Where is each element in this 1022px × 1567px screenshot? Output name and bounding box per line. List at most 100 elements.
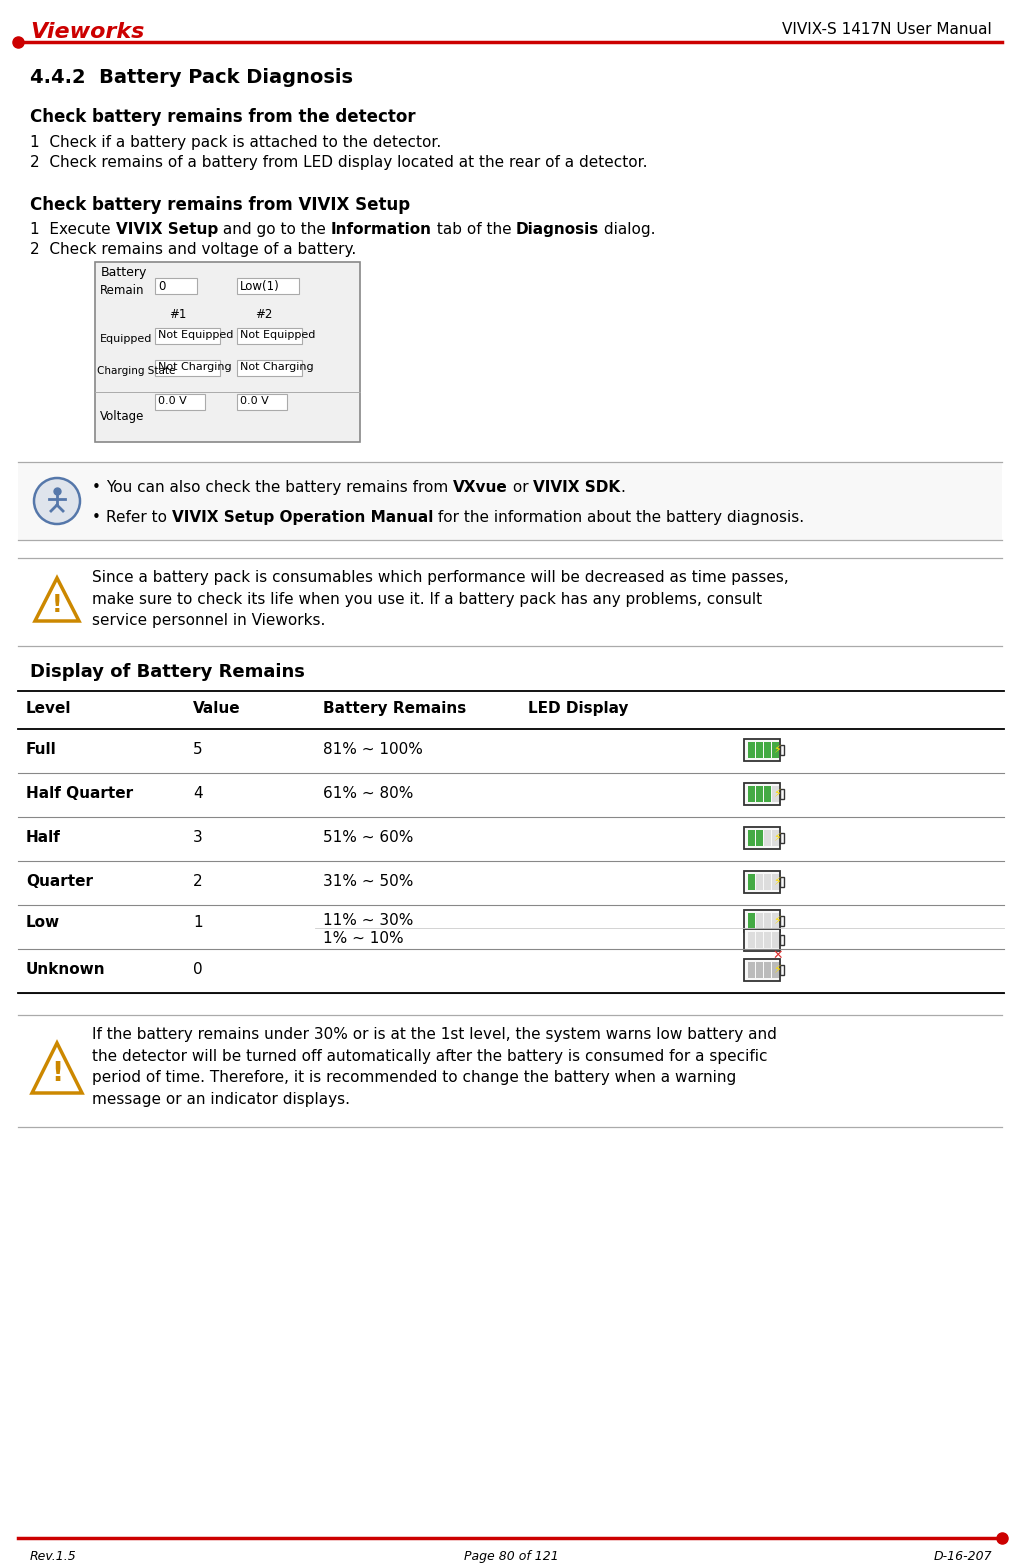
FancyBboxPatch shape bbox=[18, 462, 1002, 541]
Text: 81% ~ 100%: 81% ~ 100% bbox=[323, 743, 423, 757]
Text: Low(1): Low(1) bbox=[240, 280, 280, 293]
Text: 2  Check remains and voltage of a battery.: 2 Check remains and voltage of a battery… bbox=[30, 241, 357, 257]
FancyBboxPatch shape bbox=[744, 827, 780, 849]
FancyBboxPatch shape bbox=[780, 744, 784, 755]
FancyBboxPatch shape bbox=[744, 740, 780, 762]
FancyBboxPatch shape bbox=[764, 874, 771, 890]
FancyBboxPatch shape bbox=[155, 393, 205, 411]
Text: ⚡: ⚡ bbox=[773, 834, 781, 843]
Text: Page 80 of 121: Page 80 of 121 bbox=[464, 1550, 558, 1562]
Text: 1: 1 bbox=[193, 915, 202, 929]
Text: ⚡: ⚡ bbox=[773, 744, 781, 755]
Text: Information: Information bbox=[330, 223, 431, 237]
FancyBboxPatch shape bbox=[756, 874, 763, 890]
Text: Level: Level bbox=[26, 700, 72, 716]
FancyBboxPatch shape bbox=[756, 962, 763, 978]
Text: and go to the: and go to the bbox=[218, 223, 330, 237]
FancyBboxPatch shape bbox=[748, 874, 755, 890]
Text: 2  Check remains of a battery from LED display located at the rear of a detector: 2 Check remains of a battery from LED di… bbox=[30, 155, 648, 169]
FancyBboxPatch shape bbox=[772, 831, 779, 846]
FancyBboxPatch shape bbox=[744, 784, 780, 805]
FancyBboxPatch shape bbox=[748, 962, 755, 978]
Text: Check battery remains from VIVIX Setup: Check battery remains from VIVIX Setup bbox=[30, 196, 410, 215]
FancyBboxPatch shape bbox=[772, 874, 779, 890]
FancyBboxPatch shape bbox=[237, 277, 299, 295]
Text: ✕: ✕ bbox=[773, 950, 783, 962]
Text: 1  Execute: 1 Execute bbox=[30, 223, 115, 237]
FancyBboxPatch shape bbox=[772, 932, 779, 948]
FancyBboxPatch shape bbox=[772, 743, 779, 758]
Text: You can also check the battery remains from: You can also check the battery remains f… bbox=[106, 480, 453, 495]
FancyBboxPatch shape bbox=[780, 935, 784, 945]
Circle shape bbox=[34, 478, 80, 523]
Text: Low: Low bbox=[26, 915, 60, 929]
Text: Not Charging: Not Charging bbox=[240, 362, 314, 371]
Text: !: ! bbox=[52, 592, 62, 617]
FancyBboxPatch shape bbox=[155, 328, 220, 345]
Text: Refer to: Refer to bbox=[106, 509, 172, 525]
FancyBboxPatch shape bbox=[95, 262, 360, 442]
Text: 51% ~ 60%: 51% ~ 60% bbox=[323, 831, 413, 845]
Text: 61% ~ 80%: 61% ~ 80% bbox=[323, 787, 413, 801]
Text: Value: Value bbox=[193, 700, 240, 716]
FancyBboxPatch shape bbox=[237, 328, 301, 345]
FancyBboxPatch shape bbox=[748, 831, 755, 846]
Text: Remain: Remain bbox=[100, 284, 144, 298]
FancyBboxPatch shape bbox=[780, 790, 784, 799]
Text: If the battery remains under 30% or is at the 1st level, the system warns low ba: If the battery remains under 30% or is a… bbox=[92, 1026, 777, 1106]
Text: 0.0 V: 0.0 V bbox=[158, 396, 187, 406]
Text: 0.0 V: 0.0 V bbox=[240, 396, 269, 406]
FancyBboxPatch shape bbox=[764, 932, 771, 948]
FancyBboxPatch shape bbox=[772, 914, 779, 929]
Text: Charging State: Charging State bbox=[97, 367, 176, 376]
FancyBboxPatch shape bbox=[237, 360, 301, 376]
Text: 4.4.2  Battery Pack Diagnosis: 4.4.2 Battery Pack Diagnosis bbox=[30, 67, 353, 88]
Text: Display of Battery Remains: Display of Battery Remains bbox=[30, 663, 305, 682]
Text: ⚡: ⚡ bbox=[773, 790, 781, 799]
FancyBboxPatch shape bbox=[780, 834, 784, 843]
FancyBboxPatch shape bbox=[756, 932, 763, 948]
Text: VIVIX Setup Operation Manual: VIVIX Setup Operation Manual bbox=[172, 509, 433, 525]
Text: •: • bbox=[92, 509, 101, 525]
Text: Equipped: Equipped bbox=[100, 334, 152, 345]
Text: ⚡: ⚡ bbox=[773, 965, 781, 975]
FancyBboxPatch shape bbox=[780, 965, 784, 975]
Text: 5: 5 bbox=[193, 743, 202, 757]
Text: Vieworks: Vieworks bbox=[30, 22, 144, 42]
FancyBboxPatch shape bbox=[780, 878, 784, 887]
Text: Half Quarter: Half Quarter bbox=[26, 787, 133, 801]
FancyBboxPatch shape bbox=[744, 959, 780, 981]
Text: Voltage: Voltage bbox=[100, 411, 144, 423]
Text: Not Equipped: Not Equipped bbox=[240, 331, 316, 340]
FancyBboxPatch shape bbox=[18, 1015, 1002, 1127]
FancyBboxPatch shape bbox=[772, 962, 779, 978]
FancyBboxPatch shape bbox=[237, 393, 287, 411]
FancyBboxPatch shape bbox=[756, 914, 763, 929]
Text: 3: 3 bbox=[193, 831, 202, 845]
FancyBboxPatch shape bbox=[748, 932, 755, 948]
Text: ⚡: ⚡ bbox=[773, 917, 781, 926]
FancyBboxPatch shape bbox=[780, 917, 784, 926]
FancyBboxPatch shape bbox=[748, 914, 755, 929]
Text: !: ! bbox=[51, 1061, 63, 1087]
Text: Unknown: Unknown bbox=[26, 962, 105, 976]
FancyBboxPatch shape bbox=[756, 831, 763, 846]
Text: 0: 0 bbox=[158, 280, 166, 293]
Text: LED Display: LED Display bbox=[528, 700, 629, 716]
Text: Full: Full bbox=[26, 743, 57, 757]
FancyBboxPatch shape bbox=[744, 871, 780, 893]
FancyBboxPatch shape bbox=[772, 787, 779, 802]
Text: 4: 4 bbox=[193, 787, 202, 801]
Text: for the information about the battery diagnosis.: for the information about the battery di… bbox=[433, 509, 804, 525]
Text: Since a battery pack is consumables which performance will be decreased as time : Since a battery pack is consumables whic… bbox=[92, 570, 789, 628]
Text: VIVIX Setup: VIVIX Setup bbox=[115, 223, 218, 237]
Text: VIVIX-S 1417N User Manual: VIVIX-S 1417N User Manual bbox=[782, 22, 992, 38]
Text: Battery Remains: Battery Remains bbox=[323, 700, 466, 716]
Text: Battery: Battery bbox=[101, 266, 147, 279]
Text: 1  Check if a battery pack is attached to the detector.: 1 Check if a battery pack is attached to… bbox=[30, 135, 442, 150]
Text: 0: 0 bbox=[193, 962, 202, 976]
FancyBboxPatch shape bbox=[748, 787, 755, 802]
FancyBboxPatch shape bbox=[764, 962, 771, 978]
Text: Not Charging: Not Charging bbox=[158, 362, 232, 371]
Text: D-16-207: D-16-207 bbox=[933, 1550, 992, 1562]
